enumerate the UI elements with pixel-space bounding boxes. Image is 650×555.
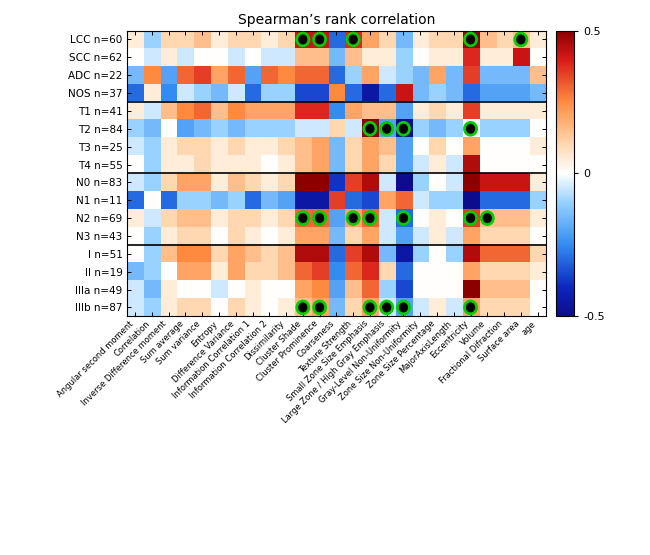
Ellipse shape [313,211,326,225]
Ellipse shape [465,33,476,46]
Text: Zone Size Non-Uniformity: Zone Size Non-Uniformity [337,319,421,402]
Text: Dissimilarity: Dissimilarity [243,319,286,362]
Text: Information Correlation 2: Information Correlation 2 [188,319,269,400]
Text: Volume: Volume [459,319,488,347]
Ellipse shape [313,33,326,46]
Text: Information Correlation 1: Information Correlation 1 [172,319,252,400]
Text: Fractional Difraction: Fractional Difraction [437,319,504,386]
Ellipse shape [465,211,476,225]
Text: Cluster Shade: Cluster Shade [255,319,303,367]
Ellipse shape [364,211,376,225]
Ellipse shape [381,301,393,314]
Text: Difference Variance: Difference Variance [170,319,236,384]
Text: Eccentricity: Eccentricity [429,319,471,361]
Text: Small Zone Size Emphasis: Small Zone Size Emphasis [285,319,370,403]
Text: Angular second moment: Angular second moment [56,319,135,398]
Text: Entropy: Entropy [189,319,219,349]
Ellipse shape [397,211,410,225]
Text: Large Zone / High Gray Emphasis: Large Zone / High Gray Emphasis [280,319,387,425]
Text: Coarseness: Coarseness [296,319,337,360]
Ellipse shape [397,301,410,314]
Text: Correlation: Correlation [112,319,152,359]
Ellipse shape [381,122,393,135]
Text: Sum average: Sum average [140,319,185,365]
Text: Zone Size Percentage: Zone Size Percentage [366,319,437,390]
Text: age: age [520,319,538,337]
Ellipse shape [297,301,309,314]
Ellipse shape [515,33,527,46]
Ellipse shape [347,211,359,225]
Ellipse shape [297,33,309,46]
Ellipse shape [313,301,326,314]
Ellipse shape [364,301,376,314]
Title: Spearman’s rank correlation: Spearman’s rank correlation [238,13,435,27]
Ellipse shape [347,33,359,46]
Text: MajorAxisLength: MajorAxisLength [398,319,454,375]
Text: Gray-Level Non-Uniformity: Gray-Level Non-Uniformity [318,319,404,405]
Ellipse shape [481,211,493,225]
Ellipse shape [465,301,476,314]
Text: Surface area: Surface area [476,319,521,364]
Ellipse shape [397,122,410,135]
Ellipse shape [297,211,309,225]
Text: Cluster Prominence: Cluster Prominence [255,319,320,384]
Text: Texture Strength: Texture Strength [297,319,353,375]
Ellipse shape [465,122,476,135]
Ellipse shape [364,122,376,135]
Text: Inverse Difference moment: Inverse Difference moment [81,319,169,407]
Text: Sum variance: Sum variance [155,319,202,366]
